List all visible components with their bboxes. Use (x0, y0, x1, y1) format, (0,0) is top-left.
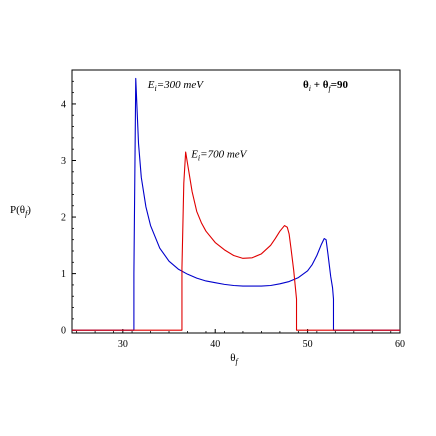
y-axis-ticks: 0 1 2 3 4 (61, 80, 76, 337)
x-axis-label: θf (230, 352, 239, 366)
annotations: Ei=300 meV Ei=700 meV θi + θf=90 (147, 79, 349, 163)
y-tick-label: 2 (61, 213, 66, 224)
annotation-1: Ei=700 meV (190, 149, 247, 163)
y-tick-label: 3 (61, 156, 66, 167)
x-tick-label: 60 (395, 339, 405, 350)
y-axis-label: P(θf) (10, 204, 31, 218)
y-tick-label: 4 (61, 99, 66, 110)
x-tick-label: 50 (303, 339, 313, 350)
x-tick-label: 40 (210, 339, 220, 350)
series-layer (72, 77, 400, 331)
y-tick-label: 0 (61, 326, 66, 337)
series-line-ei-700-mev (72, 151, 400, 331)
plot-frame (71, 69, 401, 334)
series-line-ei-300-mev (72, 77, 400, 331)
annotation-0: Ei=300 meV (147, 79, 204, 93)
annotation-2: θi + θf=90 (303, 79, 349, 93)
x-tick-label: 30 (118, 339, 128, 350)
y-tick-label: 1 (61, 269, 66, 280)
